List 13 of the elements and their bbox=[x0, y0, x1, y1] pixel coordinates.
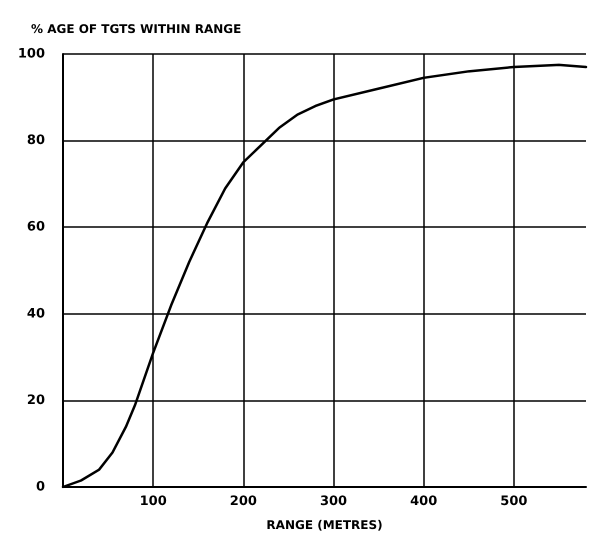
x-tick-label: 300 bbox=[320, 494, 348, 509]
y-tick-label: 60 bbox=[26, 220, 45, 235]
y-axis-title: % AGE OF TGTS WITHIN RANGE bbox=[31, 22, 242, 36]
y-tick-label: 80 bbox=[26, 133, 45, 148]
x-tick-label: 400 bbox=[410, 494, 438, 509]
x-tick-label: 200 bbox=[230, 494, 257, 509]
x-tick-label: 500 bbox=[500, 494, 528, 509]
x-axis-title: RANGE (METRES) bbox=[266, 518, 383, 532]
y-tick-label: 40 bbox=[26, 306, 45, 322]
x-tick-label: 100 bbox=[140, 494, 167, 509]
y-tick-label: 0 bbox=[36, 480, 45, 494]
y-tick-label: 100 bbox=[18, 46, 45, 62]
y-tick-label: 20 bbox=[26, 392, 45, 408]
